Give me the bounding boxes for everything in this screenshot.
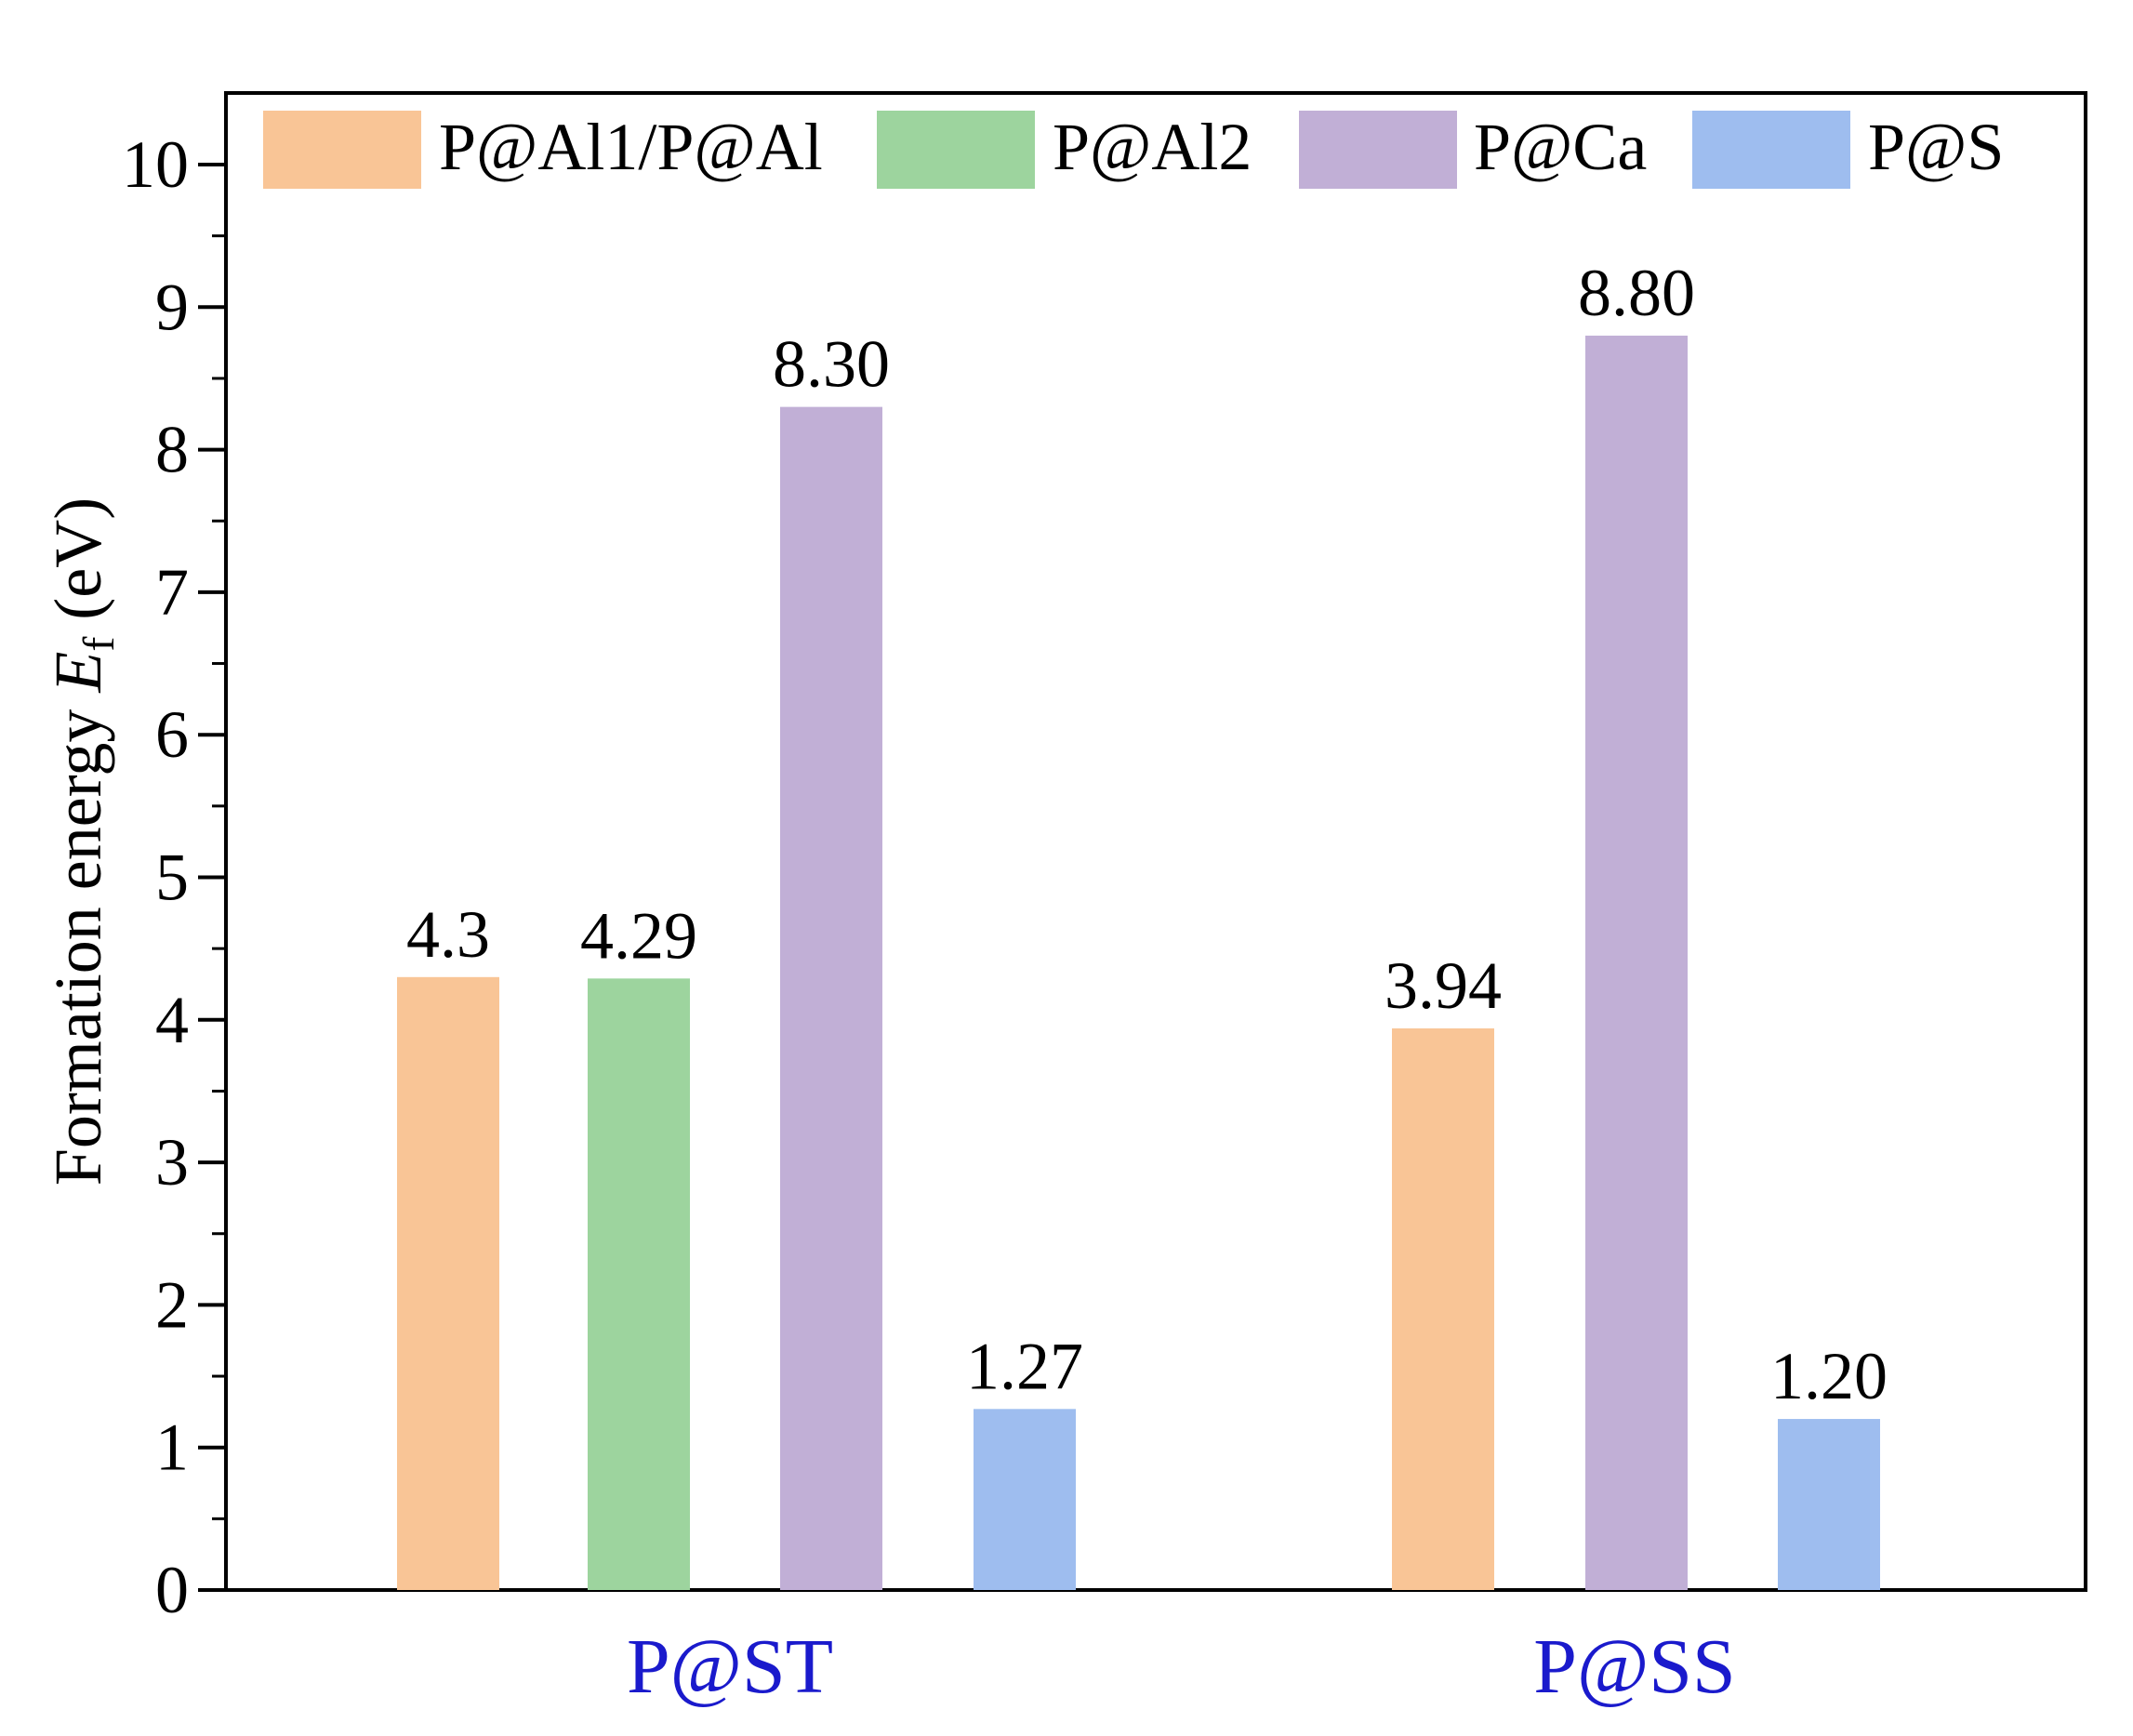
bar-value-label: 1.27: [966, 1329, 1083, 1403]
bars: [397, 335, 1880, 1591]
y-axis-label-unit: (eV): [41, 497, 115, 637]
plot-frame: [224, 91, 2087, 1592]
bar-p-ss-p-ca: [1585, 335, 1688, 1591]
bar-value-label: 8.80: [1578, 256, 1695, 330]
y-tick-label: 7: [155, 555, 189, 629]
x-category-label: P@SS: [1533, 1623, 1736, 1710]
x-category-label: P@ST: [627, 1623, 833, 1710]
y-axis-label-main: Formation energy: [41, 693, 115, 1186]
y-axis: 0 1 2 3 4 5 6 7 8 9 10: [122, 127, 226, 1627]
bar-p-st-p-al2: [588, 978, 690, 1590]
bar-value-label: 1.20: [1770, 1339, 1888, 1413]
bar-p-st-p-ca: [780, 406, 882, 1590]
y-axis-label-symbol: E: [41, 652, 115, 694]
y-tick-label: 4: [155, 983, 189, 1057]
value-labels: 4.3 4.29 8.30 1.27 3.94 8.80 1.20: [406, 256, 1888, 1413]
y-axis-label-subscript: f: [74, 637, 124, 652]
legend-swatch-p-al2: [877, 111, 1035, 189]
y-tick-label: 0: [155, 1553, 189, 1627]
bar-p-st-p-s: [974, 1409, 1076, 1590]
legend-label-p-al2: P@Al2: [1053, 110, 1252, 184]
y-tick-label: 6: [155, 697, 189, 772]
bar-p-ss-p-al1-p-al: [1392, 1027, 1494, 1590]
bar-value-label: 8.30: [773, 327, 890, 402]
legend: P@Al1/P@Al P@Al2 P@Ca P@S: [263, 110, 2004, 189]
category-labels: P@ST P@SS: [627, 1623, 1736, 1710]
y-tick-label: 8: [155, 413, 189, 487]
legend-label-p-al1: P@Al1/P@Al: [439, 110, 823, 184]
y-tick-label: 5: [155, 841, 189, 915]
y-tick-label: 9: [155, 270, 189, 344]
legend-label-p-s: P@S: [1868, 110, 2004, 184]
legend-swatch-p-al1: [263, 111, 421, 189]
legend-label-p-ca: P@Ca: [1474, 110, 1647, 184]
y-tick-label: 3: [155, 1125, 189, 1199]
bar-value-label: 3.94: [1384, 948, 1502, 1023]
bar-p-st-p-al1-p-al: [397, 976, 499, 1590]
y-axis-label: Formation energy Ef (eV): [41, 497, 124, 1186]
bar-value-label: 4.29: [580, 898, 697, 973]
y-tick-label: 2: [155, 1267, 189, 1342]
legend-swatch-p-ca: [1299, 111, 1457, 189]
y-tick-label: 10: [122, 127, 189, 202]
legend-swatch-p-s: [1692, 111, 1850, 189]
bar-value-label: 4.3: [406, 897, 490, 972]
bar-p-ss-p-s: [1778, 1419, 1880, 1590]
y-tick-label: 1: [155, 1411, 189, 1485]
